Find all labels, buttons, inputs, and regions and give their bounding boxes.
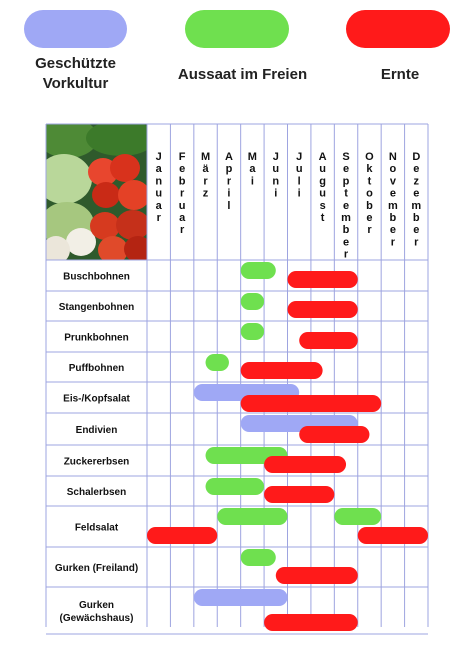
legend-label-ernte: Ernte xyxy=(380,66,420,83)
row-label-9: Feldsalat xyxy=(75,523,119,534)
bar-10-1 xyxy=(240,549,276,566)
bar-11-2 xyxy=(264,614,358,631)
bar-3-2 xyxy=(299,332,358,349)
bar-9-1 xyxy=(217,508,288,525)
bar-1-2 xyxy=(287,271,358,288)
row-label-3: Prunkbohnen xyxy=(64,333,128,344)
legend-swatch-aussaat xyxy=(185,10,289,48)
bar-1-1 xyxy=(240,262,276,279)
bar-3-1 xyxy=(240,323,265,340)
bar-8-2 xyxy=(264,486,335,503)
legend-label-aussaat: Aussaat im Freien xyxy=(177,66,308,83)
bar-4-2 xyxy=(240,362,323,379)
bar-2-1 xyxy=(240,293,265,310)
row-label-2: Stangenbohnen xyxy=(59,302,135,313)
row-label-1: Buschbohnen xyxy=(63,272,130,283)
bar-9-3 xyxy=(147,527,218,544)
bar-9-4 xyxy=(357,527,428,544)
bar-8-1 xyxy=(205,478,265,495)
bar-4-1 xyxy=(205,354,229,371)
vegetables-photo xyxy=(46,124,147,260)
row-label-11: Gurken (Gewächshaus) xyxy=(60,600,134,624)
legend-label-vorkultur: Geschützte Vorkultur xyxy=(35,55,116,92)
row-label-6: Endivien xyxy=(76,425,118,436)
bar-9-2 xyxy=(334,508,382,525)
row-label-10: Gurken (Freiland) xyxy=(55,563,138,574)
bar-7-2 xyxy=(264,456,347,473)
bar-11-1 xyxy=(193,589,288,606)
row-label-7: Zuckererbsen xyxy=(64,457,130,468)
bar-2-2 xyxy=(287,301,358,318)
row-label-5: Eis-/Kopfsalat xyxy=(63,394,130,405)
bar-10-2 xyxy=(275,567,358,584)
legend-swatch-ernte xyxy=(346,10,450,48)
legend-swatch-vorkultur xyxy=(24,10,127,48)
bar-5-2 xyxy=(240,395,382,412)
bar-6-2 xyxy=(299,426,370,443)
row-label-4: Puffbohnen xyxy=(69,363,125,374)
row-label-8: Schalerbsen xyxy=(67,487,126,498)
